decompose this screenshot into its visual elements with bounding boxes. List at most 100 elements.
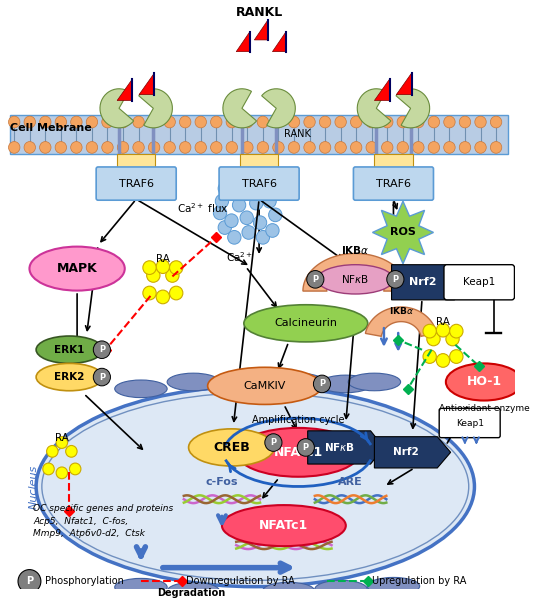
Circle shape bbox=[288, 142, 300, 153]
Text: RA: RA bbox=[55, 433, 69, 443]
Circle shape bbox=[195, 142, 207, 153]
Wedge shape bbox=[139, 89, 172, 128]
Text: NF$\kappa$B: NF$\kappa$B bbox=[341, 274, 370, 286]
Circle shape bbox=[55, 116, 67, 128]
Circle shape bbox=[56, 437, 68, 448]
Circle shape bbox=[268, 208, 282, 221]
Circle shape bbox=[180, 142, 191, 153]
Text: RA: RA bbox=[436, 317, 450, 327]
Circle shape bbox=[169, 286, 183, 300]
Ellipse shape bbox=[272, 373, 324, 391]
Text: OC specific genes and proteins: OC specific genes and proteins bbox=[33, 504, 174, 513]
Text: Degradation: Degradation bbox=[157, 588, 225, 598]
Text: NF$\kappa$B: NF$\kappa$B bbox=[323, 442, 355, 454]
Circle shape bbox=[9, 142, 20, 153]
Text: Antioxidant enzyme: Antioxidant enzyme bbox=[438, 404, 529, 413]
Circle shape bbox=[427, 332, 440, 346]
Text: P: P bbox=[99, 373, 105, 382]
Circle shape bbox=[397, 116, 408, 128]
Text: NFATc1: NFATc1 bbox=[273, 446, 323, 459]
Text: Calcineurin: Calcineurin bbox=[274, 319, 337, 328]
Text: Phosphorylation: Phosphorylation bbox=[45, 577, 124, 586]
Text: Downregulation by RA: Downregulation by RA bbox=[186, 577, 294, 586]
Wedge shape bbox=[261, 89, 295, 128]
Circle shape bbox=[210, 116, 222, 128]
Polygon shape bbox=[397, 73, 412, 95]
Circle shape bbox=[273, 116, 284, 128]
Bar bbox=[117, 154, 155, 172]
Polygon shape bbox=[139, 73, 154, 95]
Wedge shape bbox=[223, 89, 257, 128]
Circle shape bbox=[250, 196, 263, 210]
Circle shape bbox=[257, 142, 268, 153]
Circle shape bbox=[93, 368, 110, 386]
Circle shape bbox=[304, 116, 315, 128]
Text: RANK: RANK bbox=[284, 129, 311, 139]
Bar bbox=[240, 154, 278, 172]
Polygon shape bbox=[236, 32, 250, 52]
Ellipse shape bbox=[317, 265, 393, 294]
Text: NFATc1: NFATc1 bbox=[259, 519, 308, 532]
Text: Ca$^{2+}$: Ca$^{2+}$ bbox=[225, 250, 253, 264]
Polygon shape bbox=[254, 20, 268, 40]
FancyBboxPatch shape bbox=[96, 167, 176, 200]
Text: P: P bbox=[303, 443, 309, 452]
Circle shape bbox=[307, 271, 324, 288]
Polygon shape bbox=[308, 431, 384, 464]
Circle shape bbox=[70, 116, 82, 128]
Circle shape bbox=[156, 290, 169, 304]
Wedge shape bbox=[100, 89, 133, 128]
Circle shape bbox=[102, 116, 113, 128]
Ellipse shape bbox=[263, 583, 315, 600]
Text: Mmp9,  Atp6v0-d2,  Ctsk: Mmp9, Atp6v0-d2, Ctsk bbox=[33, 529, 145, 538]
Polygon shape bbox=[374, 437, 451, 468]
Text: Cell Mebrane: Cell Mebrane bbox=[10, 123, 92, 133]
Circle shape bbox=[180, 116, 191, 128]
Text: RA: RA bbox=[156, 254, 170, 264]
Circle shape bbox=[413, 142, 424, 153]
Circle shape bbox=[242, 116, 253, 128]
Ellipse shape bbox=[244, 305, 368, 342]
Polygon shape bbox=[374, 79, 390, 101]
Circle shape bbox=[444, 116, 455, 128]
Circle shape bbox=[459, 142, 471, 153]
Circle shape bbox=[423, 350, 436, 364]
Text: ERK2: ERK2 bbox=[54, 372, 84, 382]
Circle shape bbox=[148, 142, 160, 153]
Circle shape bbox=[214, 206, 226, 220]
Circle shape bbox=[148, 116, 160, 128]
Wedge shape bbox=[396, 89, 430, 128]
Text: c-Fos: c-Fos bbox=[206, 476, 238, 487]
Text: P: P bbox=[319, 379, 325, 388]
Text: CREB: CREB bbox=[213, 441, 250, 454]
Ellipse shape bbox=[315, 580, 367, 598]
Circle shape bbox=[18, 569, 41, 593]
Circle shape bbox=[117, 142, 129, 153]
Circle shape bbox=[304, 142, 315, 153]
Circle shape bbox=[237, 185, 251, 198]
Text: MAPK: MAPK bbox=[56, 262, 97, 275]
Text: Upregulation by RA: Upregulation by RA bbox=[372, 577, 466, 586]
Circle shape bbox=[266, 224, 279, 238]
Circle shape bbox=[66, 445, 77, 457]
Wedge shape bbox=[357, 89, 391, 128]
Text: IKB$\alpha$: IKB$\alpha$ bbox=[388, 305, 414, 316]
FancyBboxPatch shape bbox=[444, 265, 514, 300]
Circle shape bbox=[366, 116, 378, 128]
Circle shape bbox=[350, 116, 362, 128]
Ellipse shape bbox=[30, 247, 125, 290]
Circle shape bbox=[70, 142, 82, 153]
FancyBboxPatch shape bbox=[353, 167, 434, 200]
Circle shape bbox=[9, 116, 20, 128]
FancyBboxPatch shape bbox=[439, 409, 500, 437]
Circle shape bbox=[320, 116, 331, 128]
Text: CaMKIV: CaMKIV bbox=[244, 381, 286, 391]
Text: IKB$\alpha$: IKB$\alpha$ bbox=[341, 244, 370, 256]
Circle shape bbox=[169, 261, 183, 274]
Text: TRAF6: TRAF6 bbox=[376, 179, 411, 188]
Circle shape bbox=[143, 261, 156, 274]
Circle shape bbox=[423, 325, 436, 338]
Text: TRAF6: TRAF6 bbox=[119, 179, 154, 188]
Circle shape bbox=[228, 230, 241, 244]
Circle shape bbox=[335, 116, 346, 128]
